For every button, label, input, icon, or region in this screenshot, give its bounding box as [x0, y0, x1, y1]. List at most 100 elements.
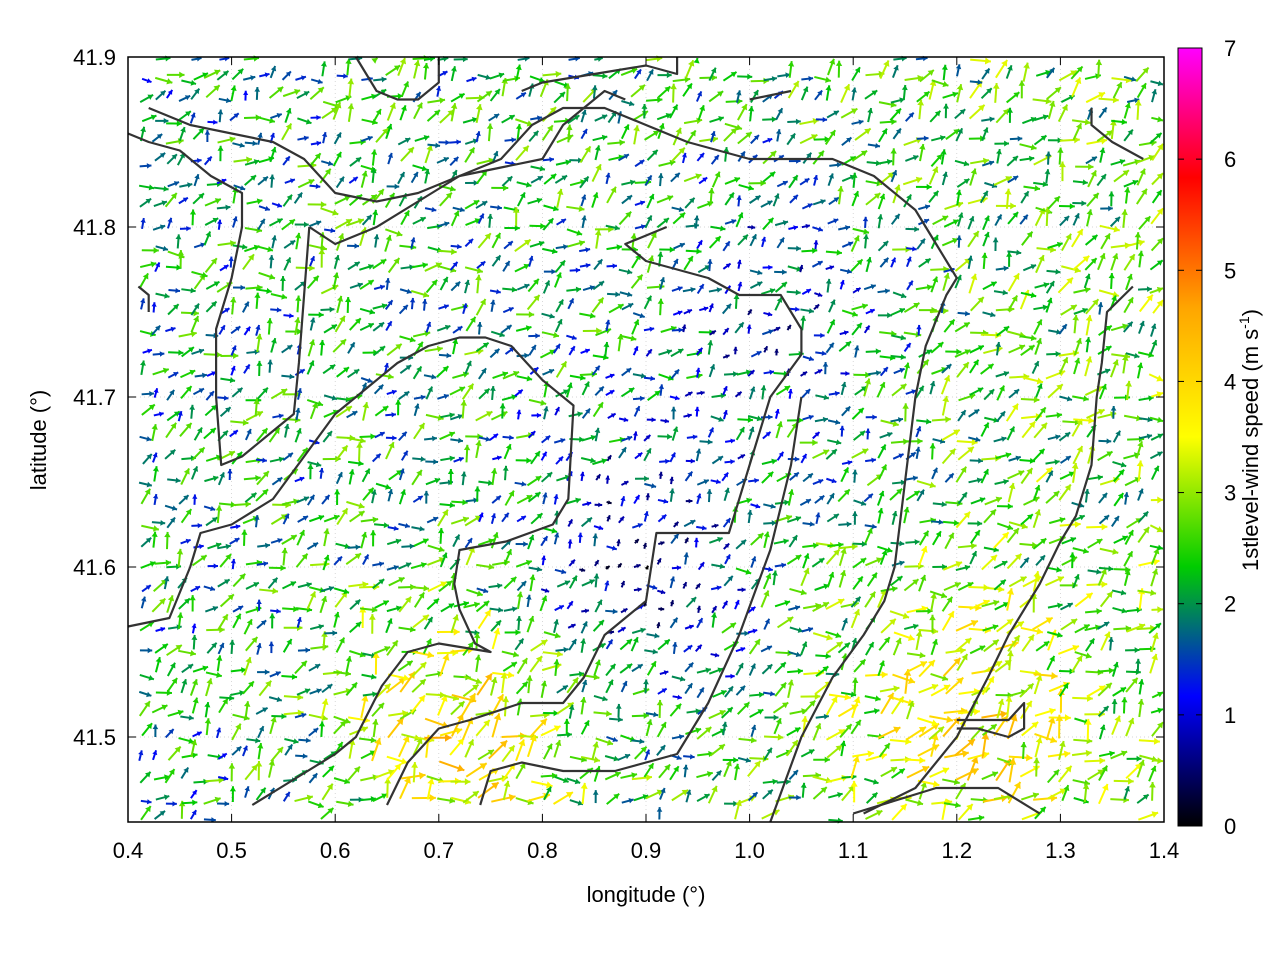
wind-arrow — [543, 406, 549, 420]
wind-arrow — [1111, 589, 1127, 596]
wind-arrow — [749, 281, 763, 289]
wind-arrow — [829, 162, 842, 168]
wind-arrow — [348, 176, 359, 184]
wind-arrow — [1058, 644, 1080, 655]
wind-arrow — [942, 561, 963, 571]
wind-arrow — [646, 632, 660, 639]
wind-arrow — [983, 346, 1003, 355]
wind-arrow — [462, 303, 468, 315]
wind-arrow — [164, 449, 176, 460]
wind-arrow — [295, 295, 302, 313]
wind-arrow — [906, 246, 917, 252]
wind-arrow — [812, 449, 830, 460]
wind-arrow — [579, 175, 590, 189]
wind-arrow — [892, 453, 904, 460]
wind-arrow — [296, 387, 303, 400]
wind-arrow — [1111, 715, 1121, 735]
wind-arrow — [1151, 721, 1164, 737]
wind-arrow — [1085, 156, 1098, 165]
wind-arrow — [1126, 517, 1143, 529]
wind-arrow — [710, 415, 724, 422]
wind-arrow — [969, 387, 984, 396]
wind-arrow — [349, 282, 364, 289]
wind-arrow — [335, 405, 353, 418]
wind-arrow — [802, 521, 815, 527]
wind-arrow — [735, 646, 746, 653]
wind-arrow — [192, 665, 209, 673]
wind-arrow — [618, 268, 633, 275]
wind-arrow — [257, 218, 266, 231]
wind-arrow — [802, 414, 814, 421]
wind-arrow — [1086, 209, 1093, 227]
wind-arrow — [852, 227, 870, 235]
wind-arrow — [606, 735, 618, 742]
wind-arrow — [466, 76, 477, 83]
wind-arrow — [737, 416, 754, 423]
wind-arrow — [308, 311, 324, 318]
wind-arrow — [1110, 253, 1119, 271]
wind-arrow — [371, 149, 378, 166]
wind-arrow — [712, 689, 727, 698]
wind-arrow — [271, 235, 277, 249]
wind-arrow — [411, 525, 425, 532]
wind-arrow — [1073, 357, 1081, 375]
colorbar-tick-label: 7 — [1224, 36, 1236, 61]
wind-arrow — [800, 567, 810, 587]
wind-arrow — [669, 703, 682, 717]
wind-arrow — [178, 649, 197, 657]
wind-arrow — [643, 762, 655, 778]
y-tick-label: 41.6 — [73, 555, 116, 580]
wind-arrow — [1007, 781, 1022, 804]
wind-arrow — [903, 578, 920, 592]
wind-arrow — [347, 78, 355, 98]
wind-arrow — [1111, 661, 1119, 677]
wind-arrow — [203, 817, 216, 823]
wind-arrow — [801, 288, 812, 296]
wind-arrow — [413, 102, 423, 120]
wind-arrow — [540, 725, 561, 737]
wind-arrow — [723, 760, 732, 778]
wind-arrow — [1100, 631, 1111, 651]
wind-arrow — [646, 417, 656, 423]
wind-arrow — [850, 258, 864, 272]
wind-arrow — [180, 468, 190, 486]
wind-arrow — [217, 145, 224, 162]
wind-arrow — [178, 597, 191, 610]
wind-arrow — [177, 250, 185, 268]
wind-arrow — [397, 57, 407, 76]
wind-arrow — [980, 87, 993, 100]
wind-arrow — [802, 602, 822, 610]
wind-arrow — [543, 268, 556, 275]
wind-arrow — [606, 186, 617, 204]
wind-arrow — [230, 85, 237, 102]
wind-arrow — [890, 97, 905, 104]
wind-arrow — [761, 329, 774, 336]
wind-arrow — [917, 717, 939, 727]
wind-arrow — [569, 267, 581, 273]
wind-arrow — [1047, 241, 1063, 249]
wind-arrow — [166, 644, 183, 657]
wind-arrow — [216, 204, 231, 211]
wind-arrow — [427, 544, 445, 553]
wind-arrow — [825, 249, 842, 256]
wind-arrow — [228, 763, 236, 782]
wind-arrow — [450, 778, 471, 786]
wind-arrow — [1149, 524, 1164, 533]
wind-arrow — [181, 346, 195, 358]
wind-arrow — [605, 172, 611, 185]
wind-arrow — [282, 791, 291, 802]
wind-arrow — [634, 745, 648, 760]
wind-arrow — [270, 388, 288, 400]
wind-arrow — [750, 350, 762, 358]
wind-arrow — [841, 617, 848, 631]
colorbar-tick-label: 0 — [1224, 814, 1236, 839]
wind-arrow — [1058, 431, 1071, 442]
wind-arrow — [1150, 323, 1157, 337]
wind-arrow — [905, 798, 924, 806]
wind-arrow — [1150, 707, 1164, 714]
wind-arrow — [773, 538, 789, 545]
wind-arrow — [192, 731, 203, 738]
wind-arrow — [878, 636, 891, 651]
wind-arrow — [608, 303, 625, 314]
wind-arrow — [189, 404, 195, 419]
